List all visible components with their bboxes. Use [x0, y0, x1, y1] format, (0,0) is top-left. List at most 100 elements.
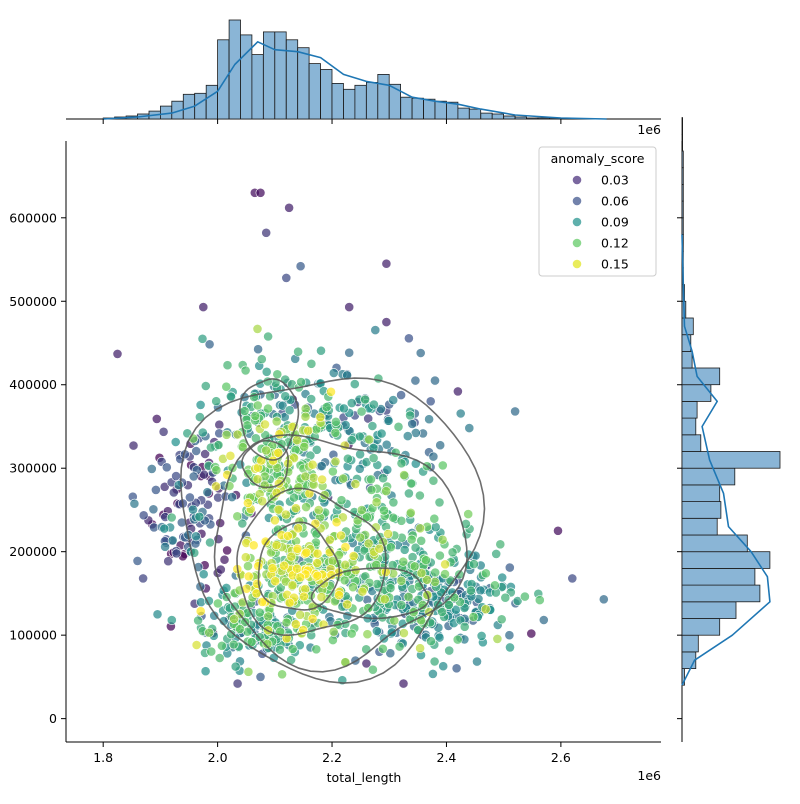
y-tick-label: 400000	[9, 377, 57, 392]
scatter-point	[468, 612, 479, 622]
scatter-point	[371, 559, 382, 570]
scatter-point	[257, 597, 268, 607]
scatter-point	[421, 555, 431, 566]
scatter-point	[455, 408, 466, 419]
kde-contours	[179, 377, 486, 684]
scatter-point	[248, 540, 259, 551]
right-hist-bar	[681, 601, 737, 619]
scatter-point	[255, 187, 266, 198]
scatter-point	[202, 487, 213, 498]
scatter-point	[252, 474, 263, 485]
scatter-point	[150, 484, 161, 495]
scatter-point	[534, 595, 545, 605]
top-hist-bar	[434, 100, 447, 120]
scatter-point	[263, 611, 274, 622]
right-hist-bar	[681, 400, 698, 419]
scatter-point	[195, 399, 206, 410]
scatter-point	[378, 473, 388, 484]
scatter-point	[271, 416, 282, 427]
scatter-point	[191, 446, 202, 456]
scatter-point	[415, 348, 426, 358]
top-hist-bar	[480, 112, 493, 120]
scatter-point	[240, 365, 251, 376]
scatter-point	[284, 202, 294, 213]
scatter-point	[225, 391, 236, 402]
scatter-point	[399, 544, 410, 555]
scatter-point	[243, 571, 254, 582]
top-hist-bar	[411, 97, 424, 120]
scatter-point	[262, 639, 273, 649]
legend-marker	[572, 259, 582, 269]
scatter-point	[472, 656, 482, 667]
scatter-point	[430, 567, 441, 578]
scatter-point	[292, 435, 302, 446]
top-hist-bar	[468, 108, 482, 120]
scatter-point	[452, 386, 463, 397]
top-hist-bar	[377, 74, 390, 120]
scatter-point	[274, 429, 285, 440]
scatter-point	[328, 626, 339, 637]
scatter-point	[437, 607, 447, 617]
scatter-point	[152, 609, 163, 620]
scatter-point	[289, 492, 299, 503]
scatter-point	[312, 558, 323, 568]
top-hist-bar	[240, 34, 253, 120]
scatter-point	[360, 394, 370, 405]
scatter-point	[197, 333, 208, 344]
scatter-point	[426, 636, 436, 647]
scatter-point	[276, 439, 287, 449]
scatter-point	[287, 580, 298, 591]
scatter-point	[132, 556, 143, 566]
scatter-point	[232, 429, 243, 440]
scatter-point	[430, 375, 440, 386]
scatter-point	[444, 645, 455, 656]
scatter-point	[416, 568, 427, 578]
scatter-point	[424, 414, 434, 425]
scatter-point	[146, 463, 157, 474]
scatter-point	[252, 578, 262, 589]
scatter-point	[361, 658, 372, 669]
scatter-point	[306, 358, 317, 369]
x-tick-label: 2.2	[322, 750, 342, 765]
scatter-point	[342, 370, 352, 381]
scatter-point	[356, 406, 367, 417]
scatter-point	[237, 442, 248, 452]
scatter-point	[504, 562, 515, 573]
scatter-point	[340, 559, 351, 570]
scatter-point	[232, 511, 243, 522]
scatter-point	[259, 480, 270, 491]
scatter-point	[166, 615, 177, 625]
scatter-point	[280, 391, 291, 402]
scatter-point	[388, 395, 399, 405]
scatter-point	[504, 630, 515, 641]
scatter-point	[416, 535, 427, 546]
scatter-point	[225, 450, 236, 461]
scatter-point	[200, 381, 211, 391]
scatter-point	[402, 431, 413, 441]
top-hist-bar	[297, 47, 310, 120]
top-hist-bar	[343, 88, 356, 120]
scatter-points	[112, 187, 609, 689]
scatter-point	[496, 614, 507, 625]
scatter-point	[193, 615, 203, 626]
scatter-point	[427, 669, 438, 679]
scatter-point	[388, 512, 399, 523]
scatter-point	[327, 635, 338, 645]
scatter-point	[403, 333, 414, 344]
scatter-point	[393, 421, 404, 432]
scatter-point	[284, 597, 295, 608]
scatter-point	[382, 464, 393, 475]
top-hist-bar	[526, 117, 539, 120]
scatter-point	[368, 442, 379, 453]
scatter-point	[206, 646, 217, 657]
scatter-point	[161, 462, 172, 473]
scatter-point	[148, 504, 159, 515]
scatter-point	[159, 523, 170, 534]
scatter-point	[342, 599, 353, 610]
scatter-point	[215, 564, 226, 575]
scatter-point	[512, 596, 523, 606]
legend-label: 0.03	[601, 173, 629, 188]
legend-marker	[572, 196, 582, 206]
scatter-point	[367, 664, 378, 675]
